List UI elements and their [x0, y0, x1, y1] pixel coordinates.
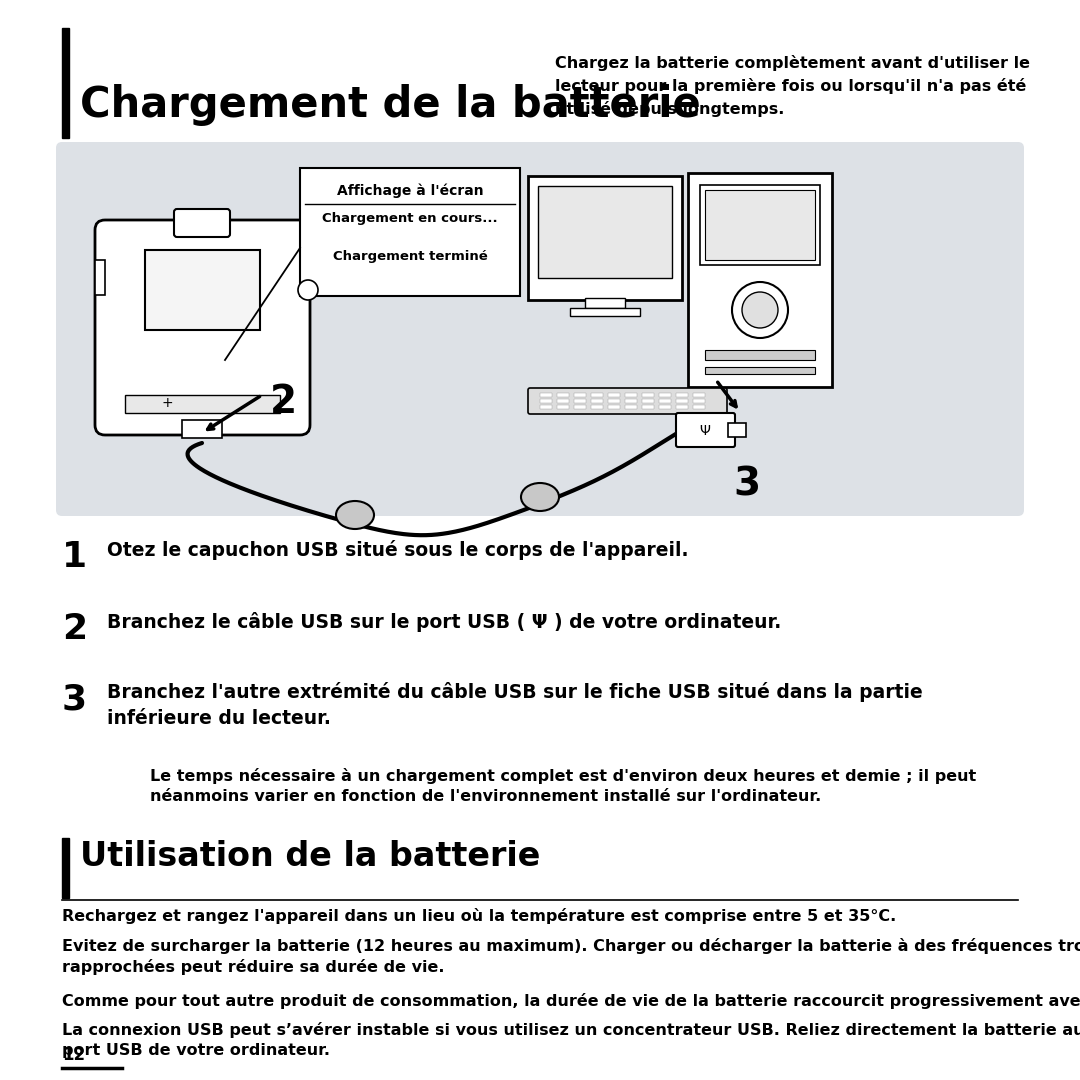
- Bar: [573, 399, 586, 403]
- Bar: [625, 399, 637, 403]
- Circle shape: [742, 292, 778, 328]
- FancyBboxPatch shape: [95, 220, 310, 435]
- Text: +: +: [161, 396, 173, 410]
- Text: 3: 3: [62, 681, 87, 716]
- Bar: [693, 405, 705, 409]
- Text: Branchez le câble USB sur le port USB ( Ψ ) de votre ordinateur.: Branchez le câble USB sur le port USB ( …: [107, 612, 781, 632]
- FancyBboxPatch shape: [174, 210, 230, 237]
- Ellipse shape: [521, 483, 559, 511]
- Text: 12: 12: [62, 1047, 85, 1064]
- Bar: [573, 393, 586, 397]
- Text: Rechargez et rangez l'appareil dans un lieu où la température est comprise entre: Rechargez et rangez l'appareil dans un l…: [62, 908, 896, 924]
- Bar: [642, 405, 654, 409]
- FancyBboxPatch shape: [528, 176, 681, 300]
- Text: Chargement de la batterie: Chargement de la batterie: [80, 84, 701, 126]
- Bar: [705, 367, 815, 374]
- Bar: [676, 393, 688, 397]
- Text: Branchez l'autre extrémité du câble USB sur le fiche USB situé dans la partie
in: Branchez l'autre extrémité du câble USB …: [107, 681, 922, 728]
- Bar: [570, 308, 640, 316]
- Bar: [183, 420, 222, 438]
- FancyBboxPatch shape: [688, 173, 832, 387]
- Bar: [573, 405, 586, 409]
- Bar: [676, 399, 688, 403]
- Bar: [62, 838, 69, 897]
- Circle shape: [732, 282, 788, 338]
- Bar: [705, 350, 815, 360]
- Bar: [557, 393, 569, 397]
- Bar: [642, 399, 654, 403]
- Bar: [700, 185, 820, 265]
- Text: Ψ: Ψ: [700, 424, 711, 438]
- Bar: [625, 393, 637, 397]
- Text: Comme pour tout autre produit de consommation, la durée de vie de la batterie ra: Comme pour tout autre produit de consomm…: [62, 993, 1080, 1009]
- Text: 3: 3: [733, 465, 760, 503]
- Bar: [557, 399, 569, 403]
- Text: Chargement en cours...: Chargement en cours...: [322, 212, 498, 225]
- Bar: [538, 186, 672, 278]
- Text: Chargement terminé: Chargement terminé: [333, 249, 487, 264]
- Bar: [642, 393, 654, 397]
- Bar: [676, 405, 688, 409]
- Bar: [62, 28, 69, 138]
- Bar: [585, 298, 625, 308]
- Text: Le temps nécessaire à un chargement complet est d'environ deux heures et demie ;: Le temps nécessaire à un chargement comp…: [150, 768, 976, 805]
- Bar: [591, 405, 603, 409]
- Bar: [95, 260, 105, 295]
- Bar: [540, 393, 552, 397]
- Text: Affichage à l'écran: Affichage à l'écran: [337, 184, 484, 199]
- Bar: [728, 423, 746, 437]
- Bar: [659, 399, 671, 403]
- Text: Utilisation de la batterie: Utilisation de la batterie: [80, 840, 540, 873]
- Bar: [659, 405, 671, 409]
- Text: 2: 2: [62, 612, 87, 646]
- Text: 2: 2: [270, 383, 297, 421]
- Bar: [705, 190, 815, 260]
- Ellipse shape: [336, 501, 374, 529]
- Bar: [540, 405, 552, 409]
- Text: Chargez la batterie complètement avant d'utiliser le
lecteur pour la première fo: Chargez la batterie complètement avant d…: [555, 55, 1030, 118]
- Bar: [693, 393, 705, 397]
- Bar: [591, 393, 603, 397]
- Text: La connexion USB peut s’avérer instable si vous utilisez un concentrateur USB. R: La connexion USB peut s’avérer instable …: [62, 1022, 1080, 1057]
- Bar: [557, 405, 569, 409]
- Bar: [608, 393, 620, 397]
- FancyBboxPatch shape: [528, 388, 727, 414]
- Bar: [659, 393, 671, 397]
- Text: 1: 1: [62, 540, 87, 573]
- FancyBboxPatch shape: [676, 413, 735, 447]
- Bar: [608, 405, 620, 409]
- Bar: [145, 249, 260, 330]
- Bar: [300, 168, 519, 296]
- Bar: [125, 395, 280, 413]
- Bar: [693, 399, 705, 403]
- Bar: [608, 399, 620, 403]
- Text: Evitez de surcharger la batterie (12 heures au maximum). Charger ou décharger la: Evitez de surcharger la batterie (12 heu…: [62, 939, 1080, 975]
- FancyBboxPatch shape: [56, 141, 1024, 516]
- Bar: [591, 399, 603, 403]
- Bar: [625, 405, 637, 409]
- Text: Otez le capuchon USB situé sous le corps de l'appareil.: Otez le capuchon USB situé sous le corps…: [107, 540, 689, 561]
- Bar: [540, 399, 552, 403]
- Circle shape: [298, 280, 318, 300]
